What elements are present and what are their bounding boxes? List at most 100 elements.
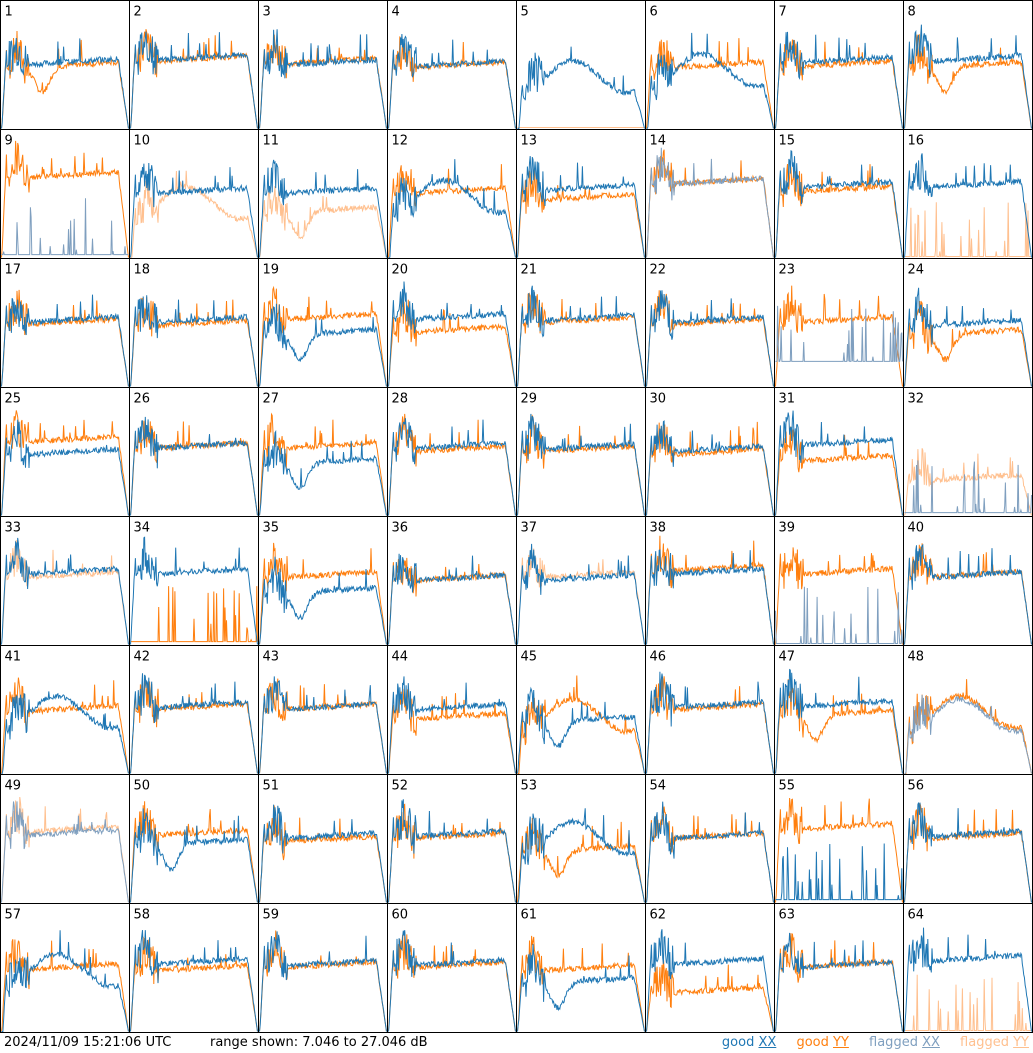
panel-62-frame xyxy=(645,903,775,1033)
panel-28: 28 xyxy=(387,387,517,517)
panel-29-label: 29 xyxy=(521,392,538,407)
panel-64-frame xyxy=(903,903,1033,1033)
panel-64: 64 xyxy=(903,903,1033,1033)
panel-43-xx-line xyxy=(259,676,387,774)
panel-46-label: 46 xyxy=(650,650,667,665)
panel-50-yy-line xyxy=(130,801,258,903)
panel-9-frame xyxy=(0,129,130,259)
panel-50-xx-line xyxy=(130,808,258,903)
panel-8-yy-line xyxy=(904,34,1032,129)
panel-25-yy-line xyxy=(1,410,129,516)
panel-63-xx-line xyxy=(775,932,903,1032)
panel-35-yy-line xyxy=(259,542,387,645)
panel-10-xx-line xyxy=(130,162,258,258)
panel-8-label: 8 xyxy=(908,5,916,20)
panel-51-xx-line xyxy=(259,804,387,903)
panel-11-label: 11 xyxy=(263,134,280,149)
panel-44-xx-line xyxy=(388,676,516,774)
panel-26-xx-line xyxy=(130,416,258,516)
panel-64-yy-line xyxy=(904,974,1032,1031)
panel-11: 11 xyxy=(258,129,388,259)
panel-40-label: 40 xyxy=(908,521,925,536)
panel-15-label: 15 xyxy=(779,134,796,149)
panel-21: 21 xyxy=(516,258,646,388)
panel-26: 26 xyxy=(129,387,259,517)
panel-34: 34 xyxy=(129,516,259,646)
panel-46-frame xyxy=(645,645,775,775)
panel-29: 29 xyxy=(516,387,646,517)
panel-16-xx-line xyxy=(904,153,1032,258)
legend: good XX good YY flagged XX flagged YY xyxy=(706,1034,1029,1052)
panel-9-xx-line xyxy=(1,198,129,256)
panel-47-xx-line xyxy=(775,668,903,774)
panel-30-xx-line xyxy=(646,420,774,516)
panel-58: 58 xyxy=(129,903,259,1033)
panel-57: 57 xyxy=(0,903,130,1033)
panel-33-label: 33 xyxy=(5,521,22,536)
panel-59: 59 xyxy=(258,903,388,1033)
panel-58-label: 58 xyxy=(134,908,151,923)
panel-22-label: 22 xyxy=(650,263,667,278)
panel-32: 32 xyxy=(903,387,1033,517)
panel-49-label: 49 xyxy=(5,779,22,794)
panel-43: 43 xyxy=(258,645,388,775)
panel-62-label: 62 xyxy=(650,908,667,923)
panel-40-frame xyxy=(903,516,1033,646)
panel-7-label: 7 xyxy=(779,5,787,20)
panel-15: 15 xyxy=(774,129,904,259)
panel-48: 48 xyxy=(903,645,1033,775)
panel-32-frame xyxy=(903,387,1033,517)
panel-55-xx-line xyxy=(775,843,903,901)
panel-18: 18 xyxy=(129,258,259,388)
panel-16-label: 16 xyxy=(908,134,925,149)
panel-35-xx-line xyxy=(259,556,387,645)
panel-42-xx-line xyxy=(130,673,258,774)
panel-51-label: 51 xyxy=(263,779,280,794)
panel-43-frame xyxy=(258,645,388,775)
panel-1-label: 1 xyxy=(5,5,13,20)
panel-37-yy-line xyxy=(517,548,645,645)
panel-55-yy-line xyxy=(775,797,903,903)
panel-13-xx-line xyxy=(517,156,645,258)
timestamp: 2024/11/09 15:21:06 UTC xyxy=(4,1035,172,1050)
panel-41-xx-line xyxy=(1,691,129,774)
panel-37-frame xyxy=(516,516,646,646)
panel-40: 40 xyxy=(903,516,1033,646)
panel-43-yy-line xyxy=(259,678,387,774)
panel-39: 39 xyxy=(774,516,904,646)
panel-48-yy-line xyxy=(904,679,1032,774)
panel-4-label: 4 xyxy=(392,5,400,20)
legend-flagged-yy: flagged YY xyxy=(960,1035,1029,1050)
panel-15-xx-line xyxy=(775,150,903,258)
panel-23-yy-line xyxy=(775,285,903,387)
panel-11-yy-line xyxy=(259,186,387,258)
panel-59-label: 59 xyxy=(263,908,280,923)
panel-53: 53 xyxy=(516,774,646,904)
panel-49-frame xyxy=(0,774,130,904)
panel-60-frame xyxy=(387,903,517,1033)
panel-49-yy-line xyxy=(1,796,129,903)
panel-19-xx-line xyxy=(259,303,387,387)
panel-14-xx-line xyxy=(646,147,774,258)
panel-52-xx-line xyxy=(388,799,516,903)
legend-good-xx: good XX xyxy=(721,1035,777,1050)
panel-17-xx-line xyxy=(1,294,129,387)
panel-63-label: 63 xyxy=(779,908,796,923)
panel-5-xx-line xyxy=(517,46,645,129)
panel-26-label: 26 xyxy=(134,392,151,407)
panel-24-label: 24 xyxy=(908,263,925,278)
panel-58-xx-line xyxy=(130,930,258,1032)
panel-12: 12 xyxy=(387,129,517,259)
panel-57-yy-line xyxy=(1,939,129,1032)
panel-42-frame xyxy=(129,645,259,775)
panel-15-frame xyxy=(774,129,904,259)
panel-14-label: 14 xyxy=(650,134,667,149)
panel-44: 44 xyxy=(387,645,517,775)
panel-62: 62 xyxy=(645,903,775,1033)
panel-35: 35 xyxy=(258,516,388,646)
panel-46: 46 xyxy=(645,645,775,775)
panel-19-label: 19 xyxy=(263,263,280,278)
panel-47-yy-line xyxy=(775,679,903,774)
panel-39-xx-line xyxy=(775,586,903,644)
